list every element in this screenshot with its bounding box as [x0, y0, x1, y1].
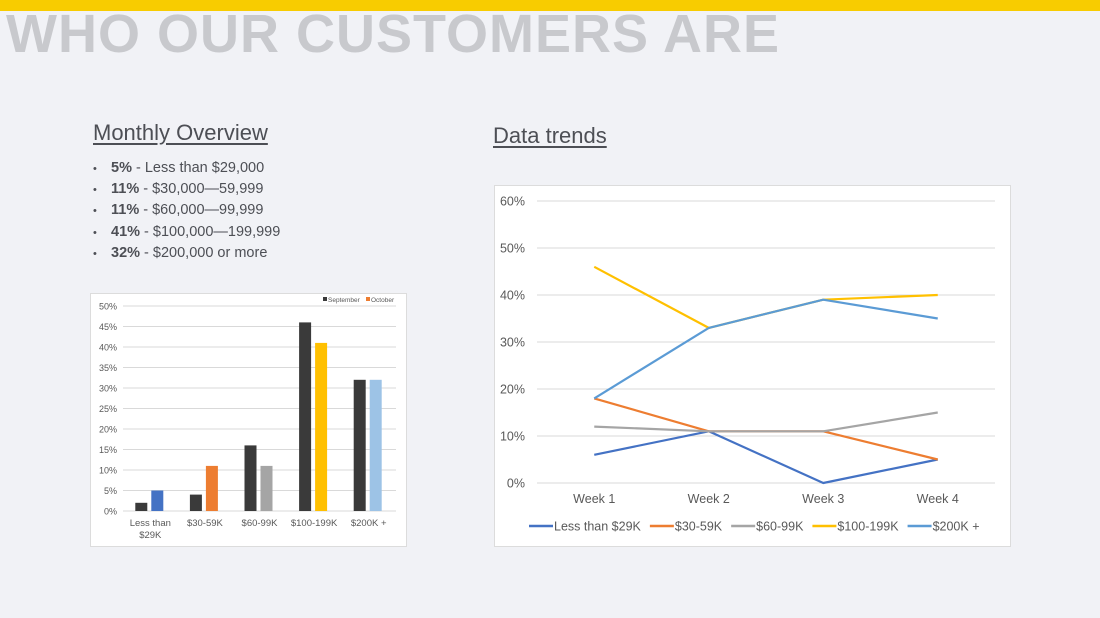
y-tick-label: 60% — [500, 195, 525, 209]
legend-label: September — [328, 297, 361, 304]
x-tick-label: Week 3 — [802, 492, 844, 506]
x-tick-label: Less than — [130, 518, 171, 529]
legend-label: $100-199K — [837, 520, 899, 534]
bullet-percent: 41% — [111, 223, 141, 240]
bar-chart-panel: 0% 5% 10% 15% 20% 25% 30% 35% 40% 45% 50% Less than… — [90, 293, 407, 547]
line-chart-panel: 0% 10% 20% 30% 40% 50% 60% Week 1 Week 2 Week 3 We… — [494, 185, 1011, 547]
x-tick-label: $100-199K — [291, 518, 338, 529]
bullet-text: - $200,000 or more — [140, 244, 268, 261]
legend-swatch — [323, 297, 327, 301]
legend-label: $200K + — [933, 520, 980, 534]
bullet-text: - $100,000—199,999 — [140, 223, 281, 240]
overview-bullet: • 41% - $100,000—199,999 — [93, 222, 280, 243]
series-line — [593, 298, 938, 400]
y-tick-label: 35% — [99, 363, 117, 373]
y-tick-label: 20% — [99, 425, 117, 435]
bar-october — [369, 379, 382, 511]
x-tick-label: $29K — [139, 530, 162, 541]
overview-bullet: • 32% - $200,000 or more — [93, 243, 280, 264]
bullet-percent: 5% — [111, 160, 132, 176]
y-tick-label: 45% — [99, 322, 117, 332]
legend-label: Less than $29K — [554, 520, 642, 534]
overview-bullet: • 5% - Less than $29,000 — [93, 158, 280, 179]
data-trends-heading: Data trends — [493, 123, 607, 148]
bar-october — [315, 342, 328, 511]
legend-swatch — [366, 297, 370, 301]
y-tick-label: 5% — [104, 486, 117, 496]
legend-label: $60-99K — [756, 520, 804, 534]
legend-label: $30-59K — [675, 520, 723, 534]
y-tick-label: 0% — [507, 477, 525, 491]
y-tick-label: 40% — [99, 343, 117, 353]
bullet-icon: • — [93, 184, 97, 197]
bar-october — [151, 490, 164, 511]
bar-september — [135, 502, 148, 511]
y-tick-label: 0% — [104, 507, 117, 517]
y-tick-label: 40% — [500, 289, 525, 303]
bullet-percent: 11% — [111, 202, 140, 219]
line-chart: 0% 10% 20% 30% 40% 50% 60% Week 1 Week 2 Week 3 We… — [500, 195, 995, 534]
bar-september — [189, 494, 202, 511]
x-tick-label: Week 1 — [573, 492, 615, 506]
y-tick-label: 30% — [99, 384, 117, 394]
bar-october — [260, 465, 273, 511]
bar-september — [299, 322, 312, 511]
bullet-icon: • — [93, 205, 97, 218]
overview-list: • 5% - Less than $29,000 • 11% - $30,000—59… — [93, 158, 280, 264]
bullet-icon: • — [93, 247, 97, 260]
bullet-text: - Less than $29,000 — [131, 160, 265, 176]
series-line — [594, 430, 938, 485]
y-tick-label: 50% — [99, 302, 117, 312]
x-tick-label: $30-59K — [187, 518, 224, 529]
y-tick-label: 25% — [99, 404, 117, 414]
bar-october — [205, 465, 218, 511]
bar-chart: 0% 5% 10% 15% 20% 25% 30% 35% 40% 45% 50% Less than… — [99, 297, 396, 541]
y-tick-label: 30% — [500, 336, 525, 350]
slide-title: WHO OUR CUSTOMERS ARE — [6, 4, 781, 64]
series-line — [594, 411, 938, 433]
series-line — [593, 265, 938, 329]
y-tick-label: 15% — [99, 445, 117, 455]
x-tick-label: Week 4 — [917, 492, 959, 506]
bullet-percent: 11% — [111, 181, 140, 198]
y-tick-label: 20% — [500, 383, 525, 397]
bar-september — [244, 445, 257, 511]
overview-bullet: • 11% - $30,000—59,999 — [93, 179, 280, 200]
y-tick-label: 50% — [500, 242, 525, 256]
y-tick-label: 10% — [99, 466, 117, 476]
bullet-icon: • — [93, 226, 97, 239]
overview-bullet: • 11% - $60,000—99,999 — [93, 200, 280, 221]
accent-bar — [0, 0, 1100, 11]
bullet-icon: • — [93, 163, 97, 175]
bullet-percent: 32% — [111, 244, 141, 261]
x-tick-label: $60-99K — [242, 518, 279, 529]
x-tick-label: $200K + — [351, 518, 387, 529]
bullet-text: - $60,000—99,999 — [139, 202, 264, 219]
bullet-text: - $30,000—59,999 — [139, 181, 264, 198]
monthly-overview-heading: Monthly Overview — [93, 120, 268, 145]
bar-september — [353, 379, 366, 511]
y-tick-label: 10% — [500, 430, 525, 444]
legend-label: October — [371, 297, 395, 304]
x-tick-label: Week 2 — [688, 492, 730, 506]
